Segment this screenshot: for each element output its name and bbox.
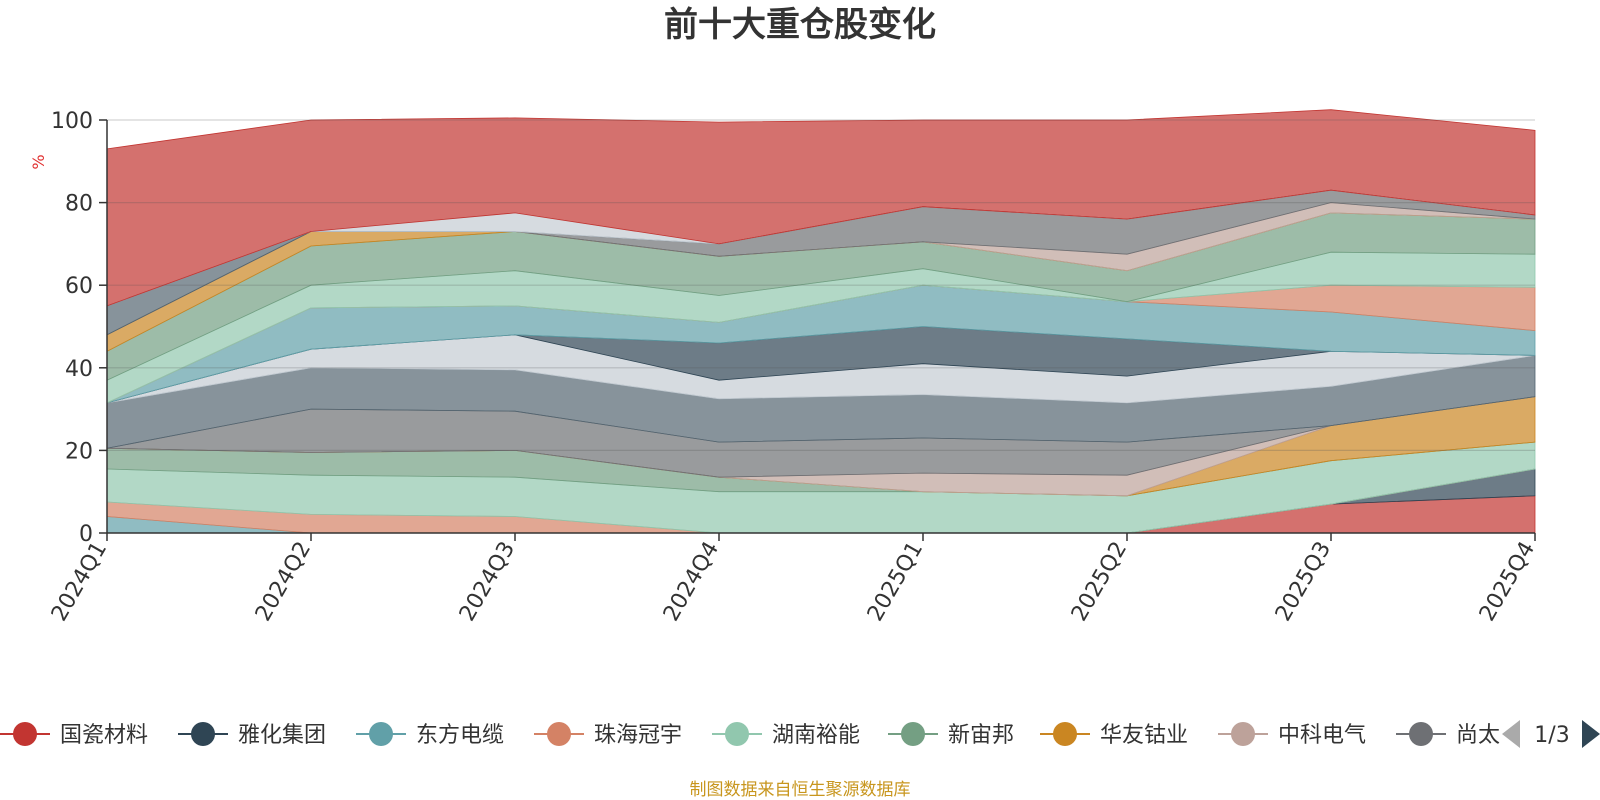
legend-prev-page-icon[interactable]: [1502, 720, 1520, 748]
legend-label-8: 尚太: [1456, 723, 1500, 748]
y-tick-label-0: 0: [79, 522, 93, 547]
area-layers: [106, 109, 1536, 534]
x-tick-label-1: 2024Q2: [251, 538, 316, 626]
x-tick-label-0: 2024Q1: [47, 538, 112, 626]
legend-item-0[interactable]: 国瓷材料: [0, 722, 148, 748]
legend-marker-icon-0: [13, 722, 37, 746]
data-source-note: 制图数据来自恒生聚源数据库: [690, 780, 911, 800]
y-tick-label-4: 80: [65, 192, 93, 217]
grid-lines: [107, 119, 1535, 451]
legend-item-1[interactable]: 雅化集团: [178, 722, 326, 748]
legend-marker-icon-1: [191, 722, 215, 746]
legend-item-7[interactable]: 中科电气: [1218, 722, 1366, 748]
legend-item-4[interactable]: 湖南裕能: [712, 722, 860, 748]
legend-item-8[interactable]: 尚太: [1396, 722, 1500, 748]
x-tick-label-2: 2024Q3: [455, 538, 520, 626]
legend-next-page-icon[interactable]: [1582, 720, 1600, 748]
y-tick-label-5: 100: [51, 109, 93, 134]
legend-marker-icon-6: [1053, 722, 1077, 746]
legend-item-6[interactable]: 华友钴业: [1040, 722, 1188, 748]
y-tick-label-2: 40: [65, 357, 93, 382]
y-axis-unit: %: [29, 154, 48, 169]
legend-item-3[interactable]: 珠海冠宇: [534, 722, 682, 748]
legend-label-2: 东方电缆: [416, 723, 504, 748]
legend-label-4: 湖南裕能: [772, 723, 860, 748]
x-tick-label-5: 2025Q2: [1067, 538, 1132, 626]
legend: 国瓷材料 雅化集团 东方电缆 珠海冠宇 湖南裕能 新宙邦 华友钴业 中科电气 尚太 1/3: [0, 720, 1600, 748]
area-series-21: [106, 109, 1536, 307]
legend-label-7: 中科电气: [1278, 723, 1366, 748]
x-tick-label-6: 2025Q3: [1271, 538, 1336, 626]
legend-marker-icon-5: [901, 722, 925, 746]
y-tick-label-3: 60: [65, 274, 93, 299]
legend-marker-icon-7: [1231, 722, 1255, 746]
x-tick-label-7: 2025Q4: [1475, 538, 1540, 626]
legend-marker-icon-4: [725, 722, 749, 746]
legend-item-5[interactable]: 新宙邦: [888, 722, 1014, 748]
y-tick-label-1: 20: [65, 439, 93, 464]
legend-page-indicator: 1/3: [1534, 723, 1569, 748]
legend-marker-icon-3: [547, 722, 571, 746]
legend-label-5: 新宙邦: [948, 723, 1014, 748]
legend-item-2[interactable]: 东方电缆: [356, 722, 504, 748]
x-tick-label-3: 2024Q4: [659, 538, 724, 626]
legend-label-0: 国瓷材料: [60, 723, 148, 748]
chart-title: 前十大重仓股变化: [664, 5, 936, 45]
legend-label-1: 雅化集团: [238, 723, 326, 748]
x-tick-label-4: 2025Q1: [863, 538, 928, 626]
legend-label-3: 珠海冠宇: [594, 723, 682, 748]
legend-marker-icon-2: [369, 722, 393, 746]
legend-marker-icon-8: [1409, 722, 1433, 746]
legend-label-6: 华友钴业: [1100, 723, 1188, 748]
